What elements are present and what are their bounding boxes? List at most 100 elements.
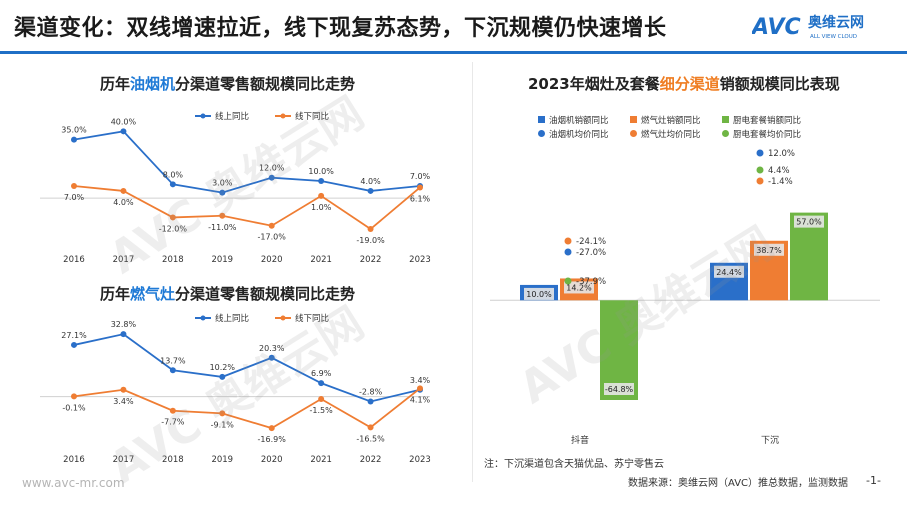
series-line bbox=[73, 387, 421, 430]
data-label: 3.4% bbox=[410, 376, 431, 385]
data-label: 3.4% bbox=[113, 397, 134, 406]
data-point bbox=[417, 385, 423, 392]
data-label: 8.0% bbox=[163, 170, 184, 179]
data-point bbox=[120, 331, 127, 338]
legend-label: 线上同比 bbox=[215, 111, 249, 122]
legend-swatch bbox=[630, 116, 637, 123]
data-label: 32.8% bbox=[111, 320, 137, 329]
hood-chart-title: 历年油烟机分渠道零售额规模同比走势 bbox=[100, 75, 356, 93]
legend-marker bbox=[722, 130, 729, 137]
price-marker bbox=[564, 248, 572, 256]
data-point bbox=[219, 189, 226, 196]
data-point bbox=[71, 182, 77, 189]
legend-marker bbox=[538, 130, 545, 137]
data-label: -19.0% bbox=[356, 236, 385, 245]
legend-marker bbox=[280, 315, 286, 321]
x-tick-label: 2022 bbox=[360, 255, 382, 265]
x-tick-label: 2018 bbox=[162, 255, 184, 265]
logo-en: ALL VIEW CLOUD bbox=[810, 34, 857, 40]
data-label: 35.0% bbox=[61, 126, 87, 135]
data-point bbox=[169, 367, 176, 374]
data-label: 3.0% bbox=[212, 179, 233, 188]
data-label: 40.0% bbox=[111, 117, 137, 126]
data-point bbox=[219, 212, 226, 219]
x-tick-label: 2022 bbox=[360, 455, 382, 465]
data-label: 6.9% bbox=[311, 369, 332, 378]
logo-text: AVC bbox=[752, 15, 801, 40]
data-label: -2.8% bbox=[359, 387, 383, 396]
x-tick-label: 2019 bbox=[211, 255, 233, 265]
data-source: 数据来源：奥维云网（AVC）推总数据，监测数据 bbox=[628, 478, 849, 489]
data-label: 7.0% bbox=[64, 193, 85, 202]
data-point bbox=[318, 178, 325, 184]
data-label: -7.7% bbox=[161, 418, 185, 427]
data-point bbox=[367, 424, 374, 431]
x-tick-label: 2017 bbox=[113, 255, 135, 265]
series-line bbox=[73, 130, 421, 194]
legend-marker bbox=[630, 130, 637, 137]
data-label: 4.0% bbox=[113, 198, 134, 207]
legend-label: 厨电套餐均价同比 bbox=[733, 129, 801, 140]
data-label: 4.1% bbox=[410, 395, 431, 404]
price-label: -1.4% bbox=[768, 177, 793, 187]
price-marker bbox=[756, 177, 764, 185]
x-tick-label: 2021 bbox=[310, 255, 332, 265]
footer-url: www.avc-mr.com bbox=[22, 476, 125, 490]
x-tick-label: 2018 bbox=[162, 455, 184, 465]
bar-label: -64.8% bbox=[605, 385, 634, 394]
data-point bbox=[169, 407, 176, 414]
bar-label-bg bbox=[754, 243, 784, 256]
series-line bbox=[73, 333, 421, 403]
bar-label: 38.7% bbox=[756, 246, 782, 255]
header-rule bbox=[0, 51, 907, 54]
page-number: -1- bbox=[866, 474, 881, 487]
data-label: -12.0% bbox=[159, 224, 188, 233]
price-label: 12.0% bbox=[768, 149, 795, 159]
x-tick-label: 2023 bbox=[409, 455, 431, 465]
data-point bbox=[318, 396, 325, 403]
data-label: -1.5% bbox=[310, 406, 334, 415]
x-tick-label: 2019 bbox=[211, 455, 233, 465]
data-label: 13.7% bbox=[160, 356, 186, 365]
bar-label-bg bbox=[524, 287, 554, 300]
price-marker bbox=[756, 166, 764, 174]
x-tick-label: 2016 bbox=[63, 255, 85, 265]
bar-label: 10.0% bbox=[526, 290, 552, 299]
data-label: -17.0% bbox=[258, 233, 287, 242]
data-point bbox=[268, 174, 275, 181]
stove-line-chart: 线上同比 线下同比 2016 2017 2018 2019 2020 2021 2022 2023… bbox=[40, 313, 431, 465]
legend-label: 厨电套餐销额同比 bbox=[733, 115, 801, 126]
data-point bbox=[367, 187, 374, 194]
x-tick-label: 2021 bbox=[310, 455, 332, 465]
data-point bbox=[71, 341, 77, 348]
x-tick-label: 2023 bbox=[409, 255, 431, 265]
data-label: 1.0% bbox=[311, 203, 332, 212]
legend-label: 油烟机均价同比 bbox=[549, 129, 609, 140]
data-label: 27.1% bbox=[61, 331, 87, 340]
bar-label-bg bbox=[604, 383, 634, 395]
data-point bbox=[318, 192, 325, 199]
data-point bbox=[71, 393, 77, 400]
legend-label: 燃气灶均价同比 bbox=[641, 129, 701, 140]
data-label: 20.3% bbox=[259, 344, 285, 353]
data-point bbox=[367, 226, 374, 233]
bar-label: 24.4% bbox=[716, 268, 742, 277]
data-label: 7.0% bbox=[410, 172, 431, 181]
hood-line-chart: 线上同比 线下同比 2016 2017 2018 2019 2020 2021 2022 2023… bbox=[40, 111, 431, 265]
bar-label-bg bbox=[564, 281, 594, 294]
data-point bbox=[219, 373, 226, 380]
legend-swatch bbox=[538, 116, 545, 123]
series-line bbox=[73, 185, 421, 231]
data-label: -16.9% bbox=[258, 435, 287, 444]
data-point bbox=[169, 214, 176, 221]
bar-label: 57.0% bbox=[796, 218, 822, 227]
legend-label: 线下同比 bbox=[295, 111, 329, 122]
page-title: 渠道变化：双线增速拉近，线下现复苏态势，下沉规模仍快速增长 bbox=[14, 16, 667, 41]
data-label: 6.1% bbox=[410, 194, 431, 203]
stove-chart-title: 历年燃气灶分渠道零售额规模同比走势 bbox=[100, 285, 356, 303]
x-tick-label: 下沉 bbox=[761, 435, 779, 446]
legend-marker bbox=[200, 315, 206, 321]
data-point bbox=[219, 410, 226, 417]
data-point bbox=[120, 128, 127, 135]
